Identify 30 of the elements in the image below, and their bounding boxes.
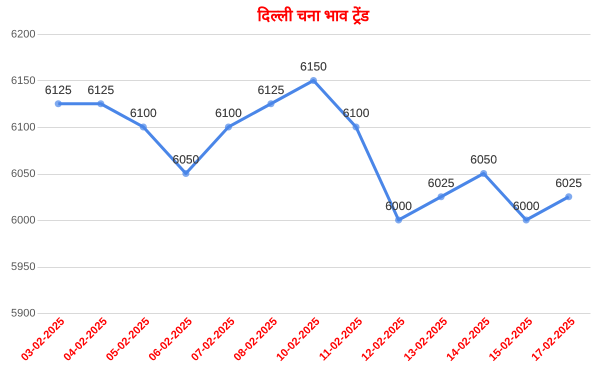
point — [310, 76, 318, 84]
point — [480, 170, 488, 178]
y-tick-label: 6000 — [11, 214, 36, 226]
point — [97, 100, 104, 108]
chart-title: दिल्ली चना भाव ट्रेंड — [256, 6, 371, 25]
data-label: 6125 — [258, 82, 285, 97]
point — [140, 123, 147, 131]
data-label: 6100 — [130, 106, 158, 120]
y-tick-label: 6150 — [11, 75, 36, 87]
y-tick-label: 6200 — [11, 28, 36, 40]
data-label: 6150 — [300, 60, 328, 74]
point — [224, 123, 232, 131]
point — [352, 123, 360, 131]
point — [522, 216, 530, 224]
point — [395, 216, 402, 224]
point — [182, 170, 190, 178]
y-tick-label: 6100 — [11, 122, 36, 134]
point — [438, 193, 445, 200]
point — [565, 193, 572, 200]
data-label: 6100 — [215, 106, 242, 120]
data-label: 6125 — [44, 82, 72, 97]
data-label: 6125 — [87, 82, 114, 97]
y-tick-label: 6050 — [11, 168, 36, 180]
data-label: 6025 — [428, 176, 455, 190]
point — [267, 100, 274, 108]
point — [54, 100, 62, 108]
y-tick-label: 5950 — [11, 261, 36, 273]
data-label: 6025 — [555, 176, 582, 190]
data-label: 6050 — [470, 152, 498, 166]
y-tick-label: 5900 — [11, 308, 36, 320]
